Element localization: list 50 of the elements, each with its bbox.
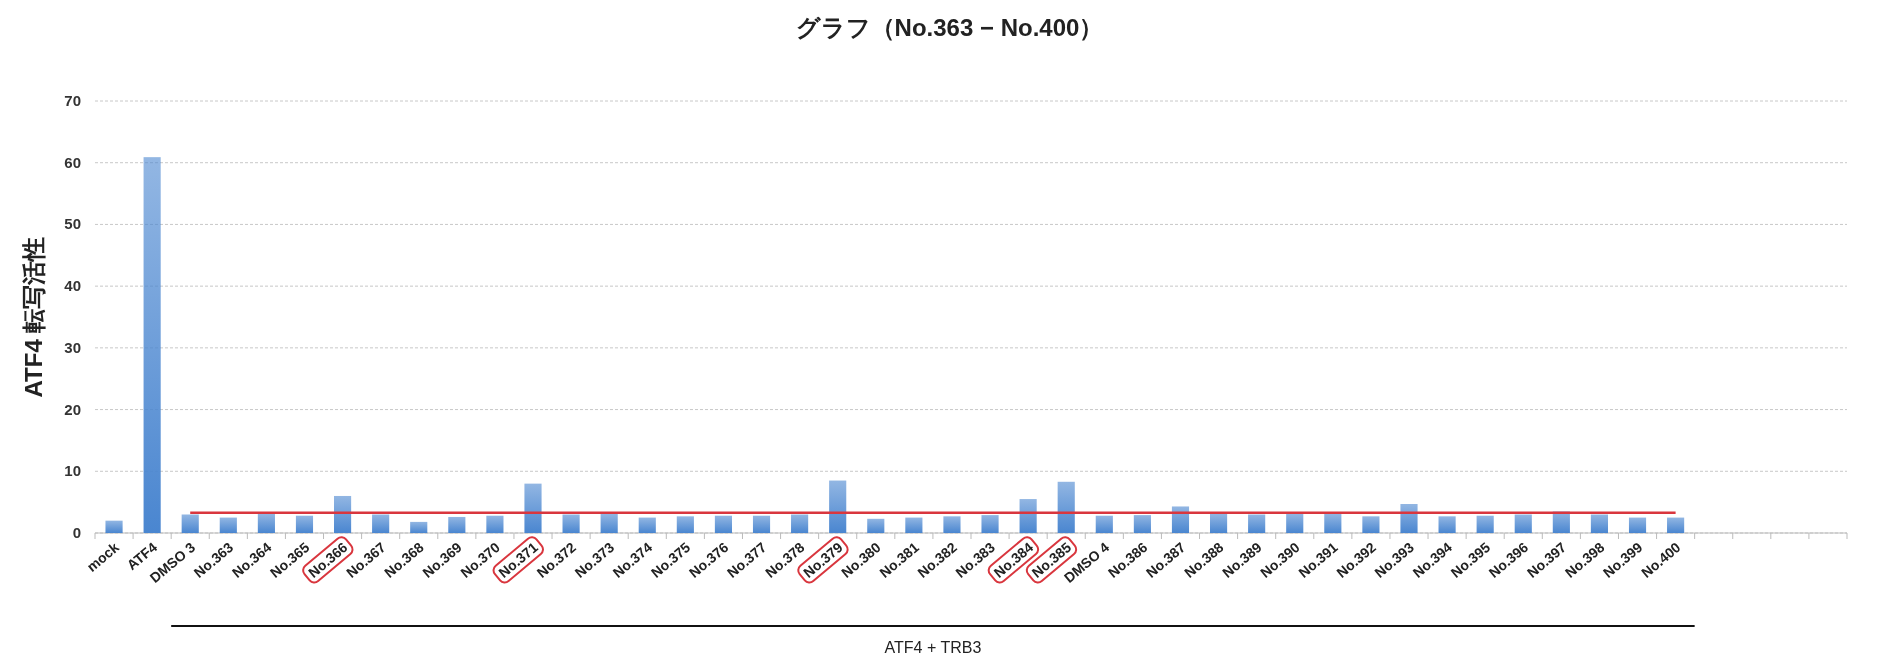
y-tick-label: 30 [64, 338, 81, 356]
bar [562, 514, 580, 533]
bar [257, 513, 275, 533]
x-axis-title: ATF4 + TRB3 [884, 639, 982, 656]
bar [486, 515, 504, 533]
bar [1476, 515, 1494, 533]
bar [1628, 517, 1647, 533]
bar [638, 517, 656, 533]
bar [1514, 514, 1532, 533]
bar [1248, 514, 1266, 533]
bar [219, 517, 237, 533]
bar [143, 157, 161, 533]
y-tick-label: 20 [64, 400, 81, 418]
bar [1362, 516, 1380, 533]
y-tick-label: 60 [64, 153, 81, 171]
y-tick-label: 0 [72, 524, 81, 541]
bar [181, 514, 199, 533]
bar [791, 514, 809, 533]
bar [1438, 516, 1456, 533]
bar [1019, 499, 1037, 533]
bar [905, 517, 923, 533]
bar [981, 515, 999, 533]
bar [1210, 513, 1228, 533]
y-tick-label: 50 [64, 215, 81, 233]
bar [524, 483, 542, 533]
y-axis-title: ATF4 転写活性 [20, 236, 47, 398]
bar [714, 515, 732, 533]
bar [676, 516, 694, 533]
bar [1400, 503, 1418, 533]
bar [1667, 517, 1685, 533]
bar [410, 521, 428, 533]
y-tick-label: 70 [64, 92, 81, 109]
bar [1057, 481, 1075, 533]
y-tick-label: 10 [64, 462, 81, 480]
bar [752, 515, 771, 533]
y-tick-label: 40 [64, 277, 81, 295]
bar [867, 518, 885, 533]
bar [295, 515, 314, 533]
chart-title: グラフ（No.363 − No.400） [795, 14, 1104, 41]
bar [829, 480, 847, 533]
bar [1133, 515, 1151, 533]
bar [943, 516, 961, 533]
bar [1324, 513, 1342, 533]
bar [1095, 515, 1113, 533]
bar [448, 516, 466, 533]
bar [372, 514, 390, 533]
bar [105, 520, 123, 533]
bar [1590, 514, 1609, 533]
bar [600, 513, 618, 533]
bar [1286, 513, 1304, 533]
